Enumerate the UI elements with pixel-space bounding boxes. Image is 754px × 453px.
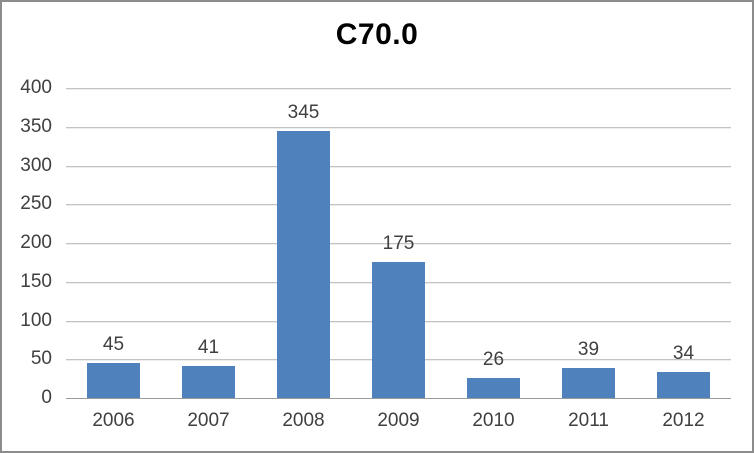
y-tick-label: 300 (20, 154, 52, 176)
y-tick-label: 100 (20, 309, 52, 331)
value-label: 175 (382, 233, 415, 255)
y-tick-label: 250 (20, 193, 52, 215)
y-axis: 0 50 100 150 200 250 300 350 400 (2, 77, 52, 408)
gridline (66, 165, 731, 167)
value-label: 41 (197, 337, 220, 359)
bar-2007 (182, 366, 235, 398)
x-tick-label: 2006 (92, 410, 135, 431)
bar-2006 (87, 363, 140, 398)
x-tick-label: 2012 (662, 410, 705, 431)
x-axis: 2006 2007 2008 2009 2010 2011 2012 (66, 404, 731, 438)
y-tick-label: 200 (20, 232, 52, 253)
bar-2008 (277, 130, 330, 398)
y-tick-label: 0 (41, 387, 52, 408)
chart-title: C70.0 (335, 18, 419, 51)
y-tick-label: 50 (30, 348, 52, 370)
x-tick-label: 2008 (282, 410, 325, 431)
plot-area: 45 41 345 175 26 39 34 (66, 88, 731, 399)
gridline (66, 88, 731, 89)
value-label: 345 (287, 101, 320, 123)
bar-2011 (562, 367, 615, 398)
y-tick-label: 400 (20, 77, 52, 98)
gridline (66, 243, 731, 244)
value-label: 26 (482, 348, 505, 370)
x-tick-label: 2007 (187, 410, 230, 431)
gridline (66, 204, 731, 206)
bar-2009 (372, 262, 425, 398)
x-axis-line (66, 398, 731, 399)
y-tick-label: 350 (20, 115, 52, 137)
bar-2012 (657, 371, 710, 398)
gridline (66, 126, 731, 128)
bar-2010 (467, 377, 520, 398)
x-tick-label: 2009 (377, 410, 420, 431)
x-tick-label: 2011 (568, 410, 609, 431)
value-label: 45 (102, 334, 125, 356)
value-label: 34 (672, 342, 695, 364)
value-label: 39 (577, 338, 600, 360)
y-tick-label: 150 (20, 270, 52, 292)
x-tick-label: 2010 (472, 410, 515, 431)
